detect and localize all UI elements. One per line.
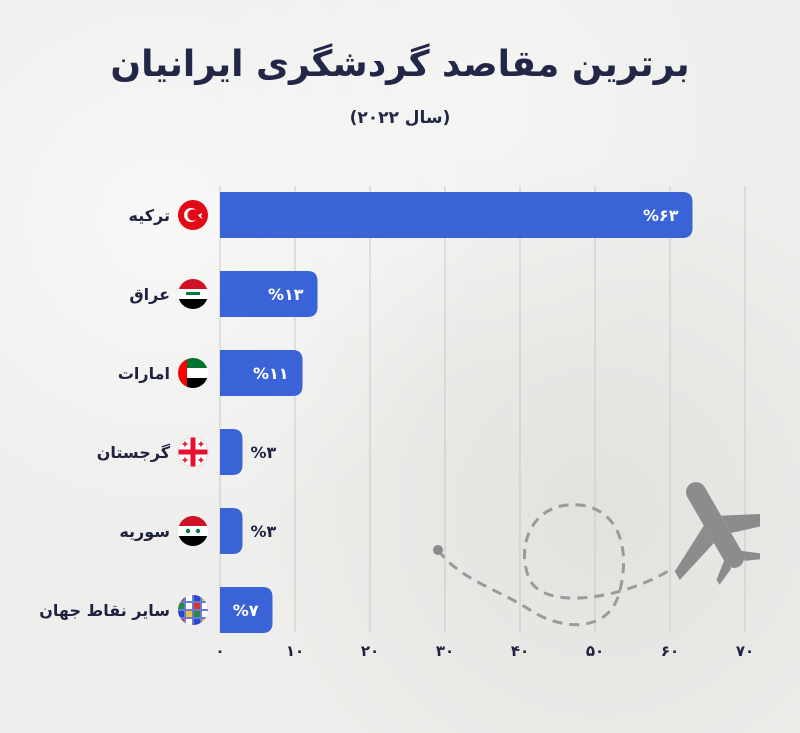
bar-value-label: %۷ — [233, 601, 259, 620]
bar-2 — [220, 350, 303, 396]
airplane-illustration — [433, 482, 760, 627]
bar-value-label: %۳ — [251, 443, 277, 462]
bar-value-label: %۱۳ — [268, 285, 304, 304]
chart-subtitle: (سال ۲۰۲۲) — [349, 108, 451, 128]
flag-georgia-icon — [177, 436, 209, 468]
category-label: عراق — [129, 285, 170, 304]
bar-0 — [220, 192, 693, 238]
path-start-dot — [433, 545, 443, 555]
gridlines — [219, 186, 746, 632]
category-label: گرجستان — [97, 443, 171, 462]
flag-turkey-icon — [178, 200, 208, 230]
x-tick-label: ۶۰ — [661, 642, 679, 660]
world-flags-icon — [178, 595, 208, 625]
x-tick-label: ۲۰ — [361, 642, 379, 660]
bar-1 — [220, 271, 318, 317]
flag-iraq-icon — [178, 279, 208, 309]
bar-value-label: %۱۱ — [253, 364, 289, 383]
category-label: امارات — [118, 364, 170, 383]
bar-value-label: %۳ — [251, 522, 277, 541]
airplane-icon — [674, 482, 760, 585]
chart-title: برترین مقاصد گردشگری ایرانیان — [110, 44, 690, 85]
x-tick-label: ۵۰ — [586, 642, 604, 660]
category-label: سایر نقاط جهان — [39, 601, 170, 620]
x-tick-label: ۰ — [215, 642, 224, 660]
x-axis-ticks: ۰ ۱۰ ۲۰ ۳۰ ۴۰ ۵۰ ۶۰ ۷۰ — [215, 642, 754, 660]
category-label: ترکیه — [129, 206, 171, 225]
flag-syria-icon — [178, 516, 208, 546]
x-tick-label: ۳۰ — [436, 642, 454, 660]
category-labels: ترکیه عراق امارات گرجستان سوریه سایر نقاط جها… — [39, 200, 209, 625]
bar-5 — [220, 587, 273, 633]
bar-4 — [220, 508, 243, 554]
category-label: سوریه — [119, 522, 170, 541]
flag-uae-icon — [178, 358, 208, 388]
dashed-flight-path — [436, 503, 671, 627]
x-tick-label: ۷۰ — [736, 642, 754, 660]
bars: %۶۳ %۱۳ %۱۱ %۳ %۳ %۷ — [220, 192, 693, 633]
x-tick-label: ۱۰ — [286, 642, 304, 660]
bar-value-label: %۶۳ — [643, 206, 679, 225]
bar-3 — [220, 429, 243, 475]
x-tick-label: ۴۰ — [511, 642, 529, 660]
